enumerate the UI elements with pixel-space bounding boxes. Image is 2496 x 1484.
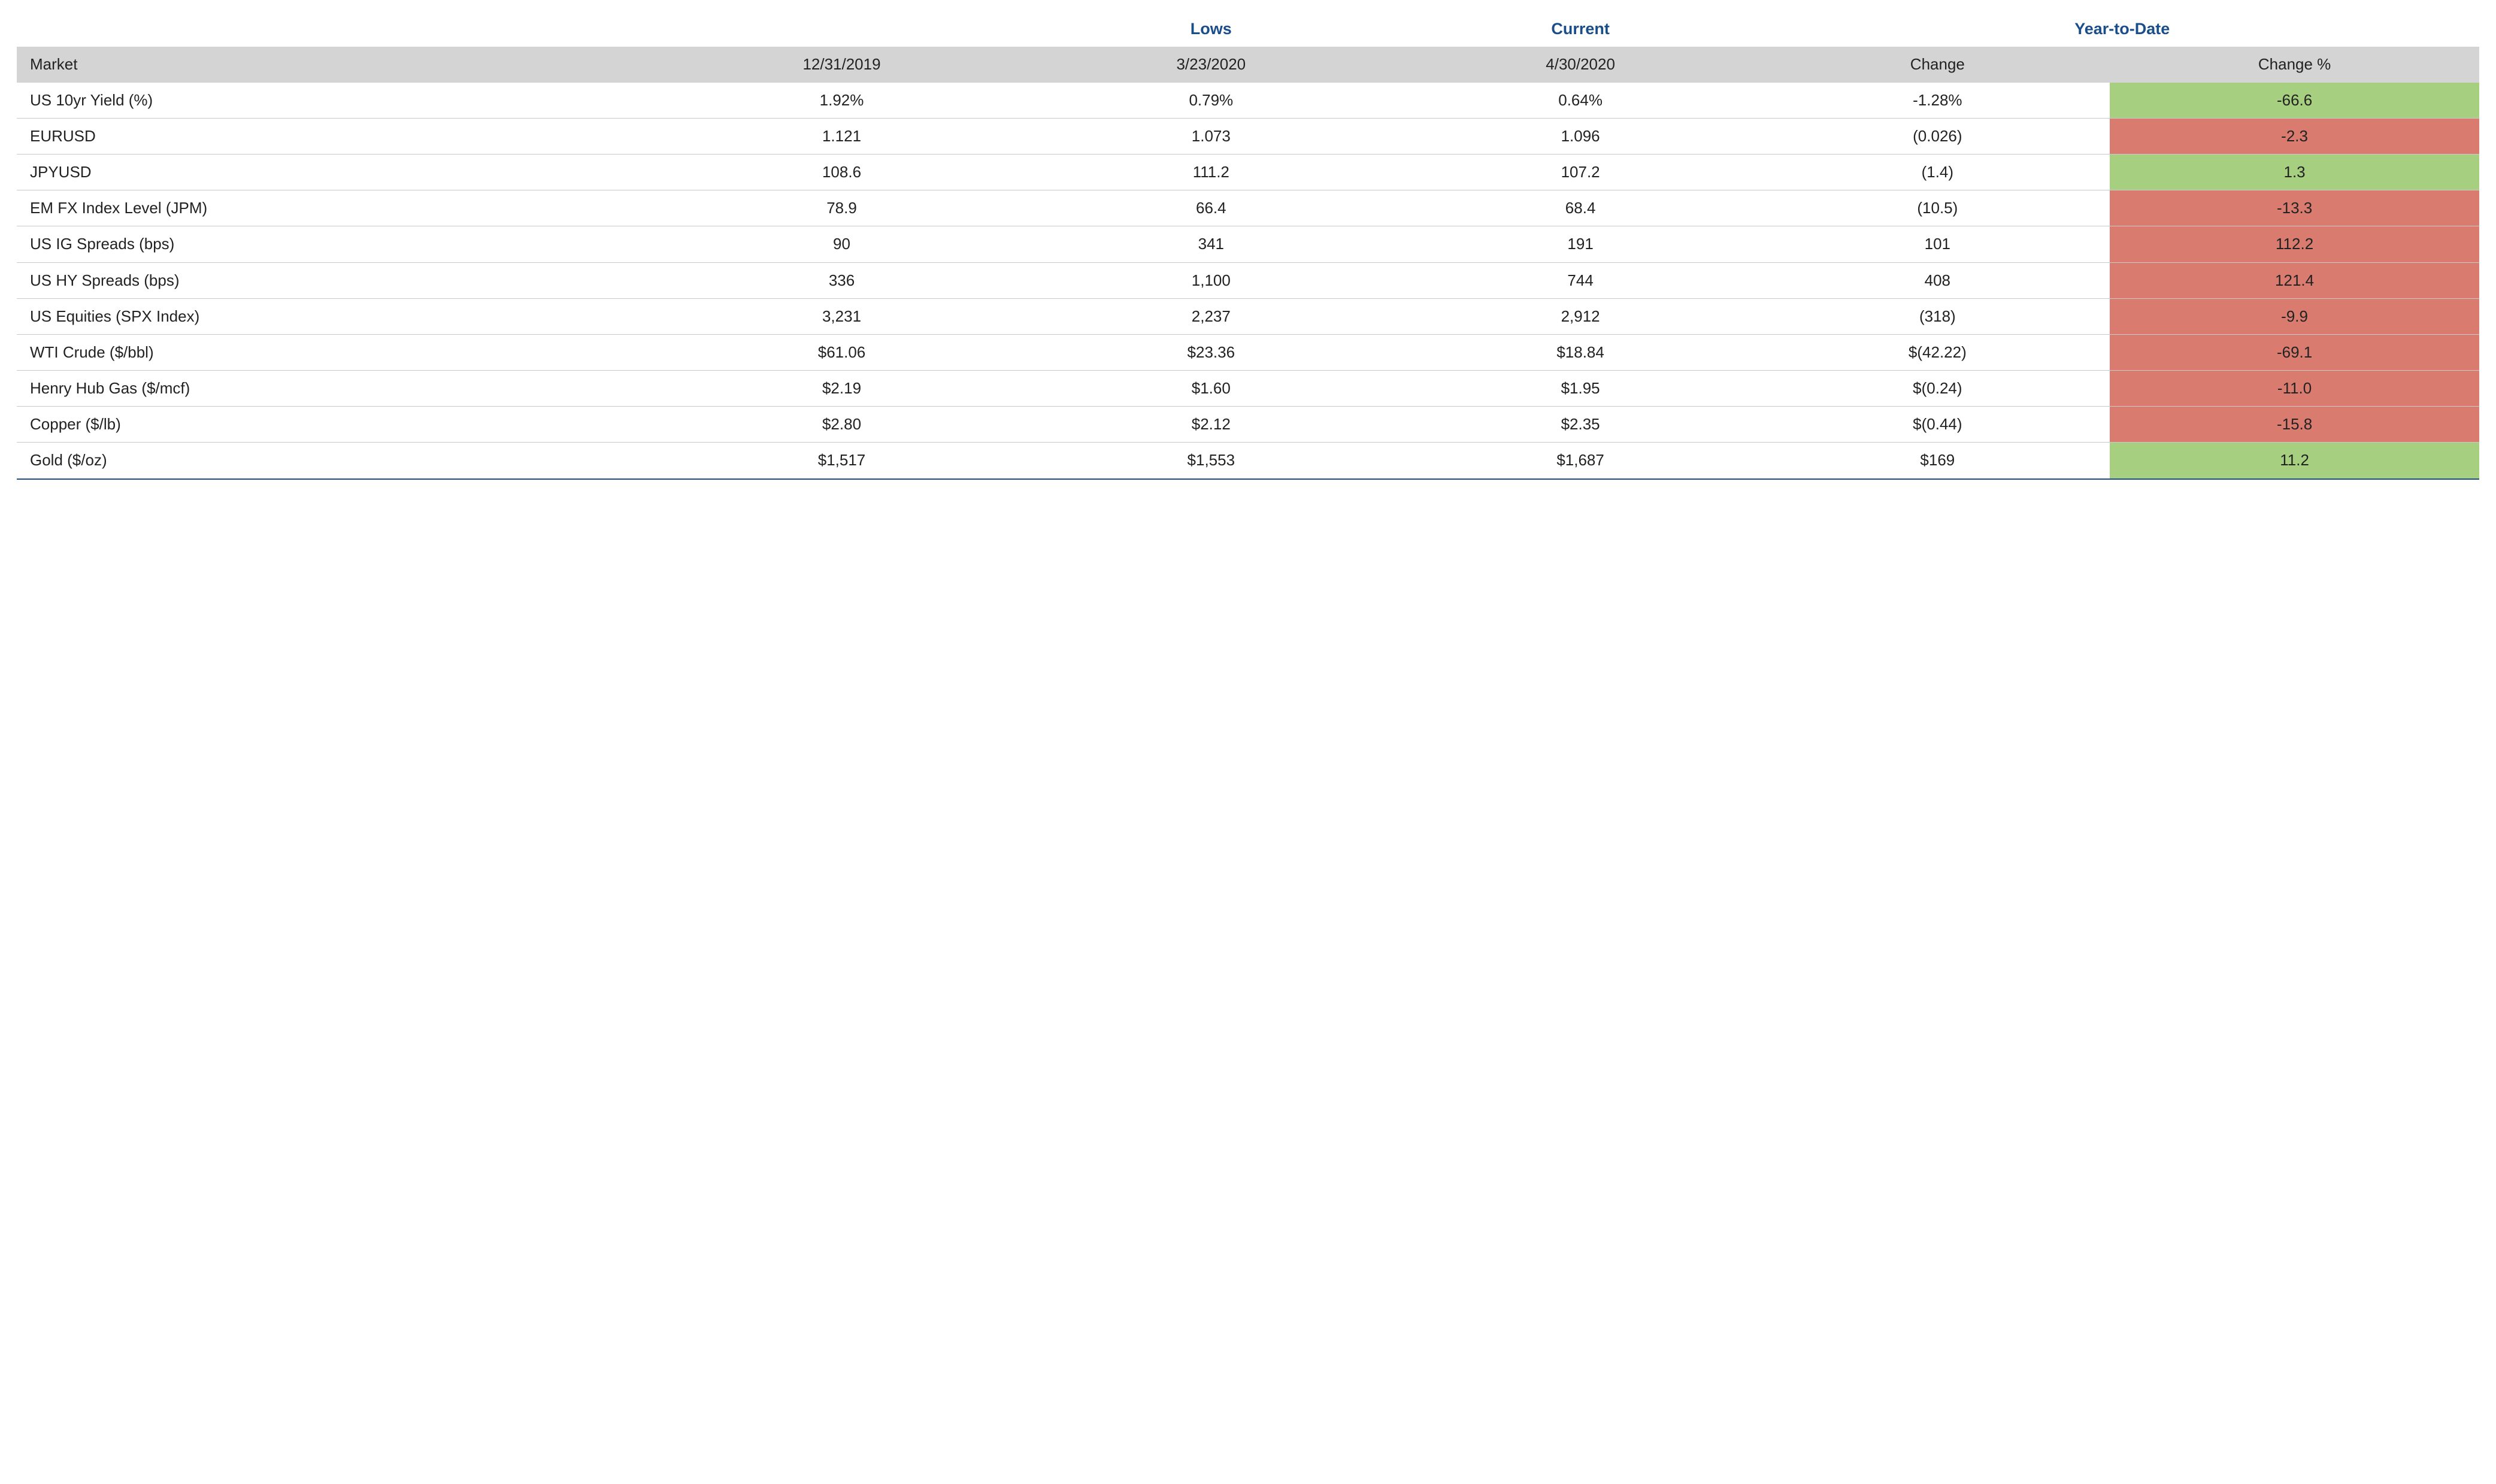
cell-changep: 112.2 xyxy=(2110,226,2479,262)
cell-current: 107.2 xyxy=(1396,154,1765,190)
cell-change: (0.026) xyxy=(1765,118,2110,154)
superheader-blank xyxy=(17,14,657,47)
cell-current: $18.84 xyxy=(1396,334,1765,370)
cell-change: 101 xyxy=(1765,226,2110,262)
cell-lows: 66.4 xyxy=(1026,190,1396,226)
cell-changep: 1.3 xyxy=(2110,154,2479,190)
cell-changep: -2.3 xyxy=(2110,118,2479,154)
cell-base: $2.80 xyxy=(657,407,1026,443)
cell-current: $2.35 xyxy=(1396,407,1765,443)
cell-current: 744 xyxy=(1396,262,1765,298)
superheader-ytd: Year-to-Date xyxy=(1765,14,2480,47)
cell-change: $(42.22) xyxy=(1765,334,2110,370)
table-row: US IG Spreads (bps)90341191101112.2 xyxy=(17,226,2479,262)
cell-changep: -13.3 xyxy=(2110,190,2479,226)
cell-change: $(0.44) xyxy=(1765,407,2110,443)
cell-lows: 1.073 xyxy=(1026,118,1396,154)
cell-lows: 0.79% xyxy=(1026,83,1396,119)
cell-change: -1.28% xyxy=(1765,83,2110,119)
cell-change: 408 xyxy=(1765,262,2110,298)
cell-lows: $23.36 xyxy=(1026,334,1396,370)
market-data-table: Lows Current Year-to-Date Market 12/31/2… xyxy=(17,14,2479,480)
cell-change: $(0.24) xyxy=(1765,371,2110,407)
cell-base: $1,517 xyxy=(657,443,1026,479)
cell-change: (1.4) xyxy=(1765,154,2110,190)
table-row: EM FX Index Level (JPM)78.966.468.4(10.5… xyxy=(17,190,2479,226)
table-superheader-row: Lows Current Year-to-Date xyxy=(17,14,2479,47)
cell-lows: 341 xyxy=(1026,226,1396,262)
cell-lows: 2,237 xyxy=(1026,298,1396,334)
superheader-lows: Lows xyxy=(1026,14,1396,47)
superheader-blank xyxy=(657,14,1026,47)
superheader-current: Current xyxy=(1396,14,1765,47)
col-header-current: 4/30/2020 xyxy=(1396,47,1765,82)
table-header-row: Market 12/31/2019 3/23/2020 4/30/2020 Ch… xyxy=(17,47,2479,82)
table-row: US HY Spreads (bps)3361,100744408121.4 xyxy=(17,262,2479,298)
table-row: Gold ($/oz)$1,517$1,553$1,687$16911.2 xyxy=(17,443,2479,479)
cell-lows: $1,553 xyxy=(1026,443,1396,479)
table-row: JPYUSD108.6111.2107.2(1.4)1.3 xyxy=(17,154,2479,190)
cell-market: US 10yr Yield (%) xyxy=(17,83,657,119)
cell-changep: -69.1 xyxy=(2110,334,2479,370)
cell-current: 191 xyxy=(1396,226,1765,262)
cell-market: US IG Spreads (bps) xyxy=(17,226,657,262)
cell-changep: -15.8 xyxy=(2110,407,2479,443)
cell-base: 1.121 xyxy=(657,118,1026,154)
cell-market: JPYUSD xyxy=(17,154,657,190)
cell-base: 108.6 xyxy=(657,154,1026,190)
col-header-base: 12/31/2019 xyxy=(657,47,1026,82)
table-row: EURUSD1.1211.0731.096(0.026)-2.3 xyxy=(17,118,2479,154)
col-header-lows: 3/23/2020 xyxy=(1026,47,1396,82)
cell-market: Gold ($/oz) xyxy=(17,443,657,479)
col-header-change: Change xyxy=(1765,47,2110,82)
cell-changep: -11.0 xyxy=(2110,371,2479,407)
cell-lows: 111.2 xyxy=(1026,154,1396,190)
cell-current: 2,912 xyxy=(1396,298,1765,334)
cell-current: 0.64% xyxy=(1396,83,1765,119)
cell-market: EM FX Index Level (JPM) xyxy=(17,190,657,226)
table-row: WTI Crude ($/bbl)$61.06$23.36$18.84$(42.… xyxy=(17,334,2479,370)
cell-market: WTI Crude ($/bbl) xyxy=(17,334,657,370)
cell-change: (10.5) xyxy=(1765,190,2110,226)
cell-base: 90 xyxy=(657,226,1026,262)
cell-market: Henry Hub Gas ($/mcf) xyxy=(17,371,657,407)
cell-base: $61.06 xyxy=(657,334,1026,370)
cell-base: 3,231 xyxy=(657,298,1026,334)
cell-base: 78.9 xyxy=(657,190,1026,226)
cell-changep: -66.6 xyxy=(2110,83,2479,119)
cell-base: 1.92% xyxy=(657,83,1026,119)
cell-market: US Equities (SPX Index) xyxy=(17,298,657,334)
cell-market: Copper ($/lb) xyxy=(17,407,657,443)
table-row: Henry Hub Gas ($/mcf)$2.19$1.60$1.95$(0.… xyxy=(17,371,2479,407)
table-row: US 10yr Yield (%)1.92%0.79%0.64%-1.28%-6… xyxy=(17,83,2479,119)
cell-changep: -9.9 xyxy=(2110,298,2479,334)
cell-market: US HY Spreads (bps) xyxy=(17,262,657,298)
cell-base: 336 xyxy=(657,262,1026,298)
cell-lows: $2.12 xyxy=(1026,407,1396,443)
col-header-market: Market xyxy=(17,47,657,82)
cell-lows: 1,100 xyxy=(1026,262,1396,298)
cell-changep: 11.2 xyxy=(2110,443,2479,479)
cell-change: (318) xyxy=(1765,298,2110,334)
cell-current: $1.95 xyxy=(1396,371,1765,407)
col-header-changep: Change % xyxy=(2110,47,2479,82)
cell-changep: 121.4 xyxy=(2110,262,2479,298)
table-body: US 10yr Yield (%)1.92%0.79%0.64%-1.28%-6… xyxy=(17,83,2479,479)
cell-current: 68.4 xyxy=(1396,190,1765,226)
cell-change: $169 xyxy=(1765,443,2110,479)
table-row: Copper ($/lb)$2.80$2.12$2.35$(0.44)-15.8 xyxy=(17,407,2479,443)
cell-current: $1,687 xyxy=(1396,443,1765,479)
cell-base: $2.19 xyxy=(657,371,1026,407)
cell-lows: $1.60 xyxy=(1026,371,1396,407)
cell-current: 1.096 xyxy=(1396,118,1765,154)
cell-market: EURUSD xyxy=(17,118,657,154)
table-row: US Equities (SPX Index)3,2312,2372,912(3… xyxy=(17,298,2479,334)
